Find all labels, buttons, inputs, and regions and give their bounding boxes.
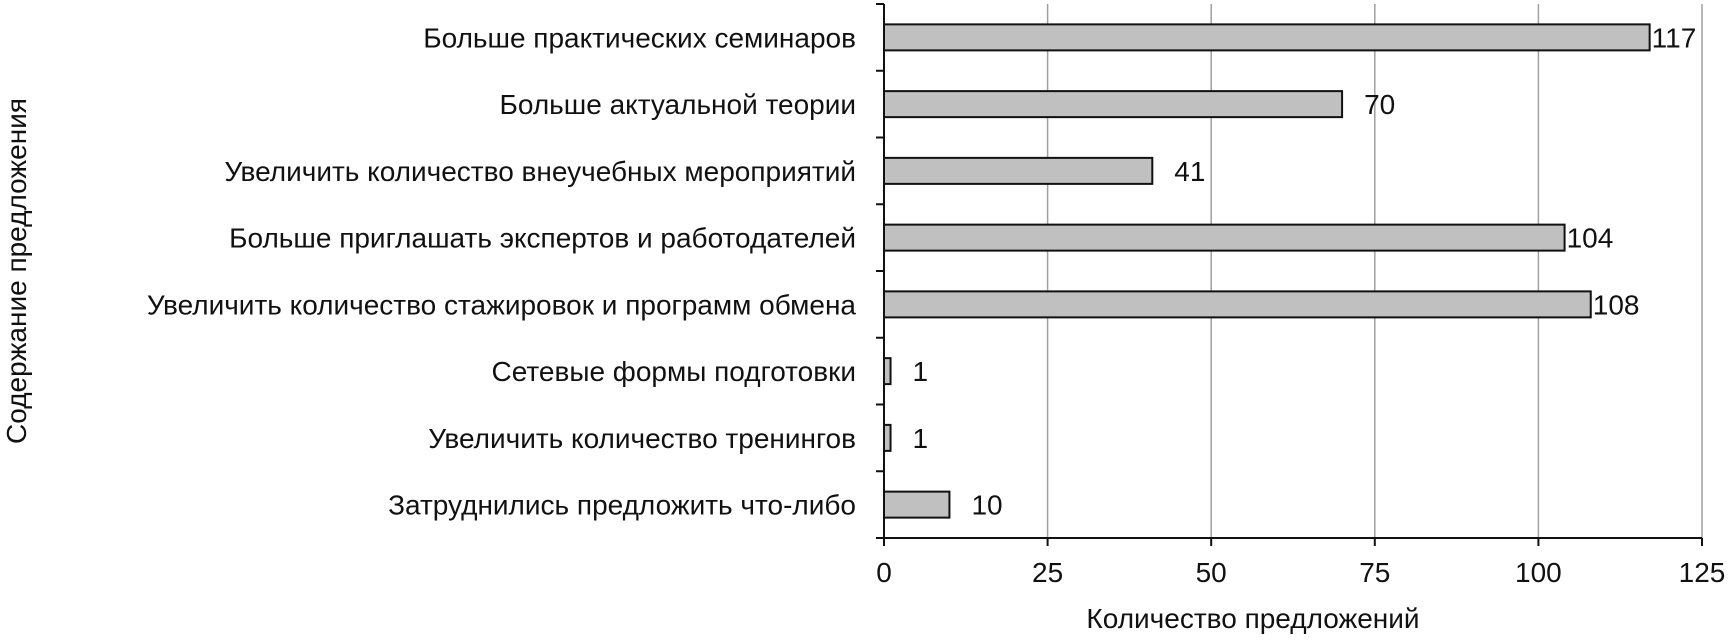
bar bbox=[883, 223, 1566, 252]
x-tick-label: 125 bbox=[1679, 557, 1726, 588]
data-label: 70 bbox=[1364, 89, 1395, 120]
bar bbox=[883, 156, 1154, 185]
data-label: 108 bbox=[1593, 289, 1640, 320]
category-label: Увеличить количество внеучебных мероприя… bbox=[224, 156, 856, 187]
data-label: 41 bbox=[1174, 156, 1205, 187]
x-tick-label: 25 bbox=[1032, 557, 1063, 588]
data-label: 1 bbox=[913, 423, 929, 454]
category-label: Увеличить количество тренингов bbox=[428, 423, 856, 454]
category-label: Больше практических семинаров bbox=[423, 22, 856, 53]
y-axis-title: Содержание предложения bbox=[1, 98, 32, 444]
bars bbox=[883, 23, 1651, 519]
category-label: Сетевые формы подготовки bbox=[492, 356, 857, 387]
data-labels: 117 70 41 104 108 1 1 10 bbox=[913, 22, 1697, 520]
bar bbox=[883, 23, 1651, 52]
category-label: Больше актуальной теории bbox=[500, 89, 857, 120]
x-tick-label: 0 bbox=[876, 557, 892, 588]
x-axis-title: Количество предложений bbox=[1086, 603, 1419, 634]
category-label: Затруднились предложить что-либо bbox=[388, 490, 856, 521]
bar bbox=[883, 90, 1344, 119]
bar bbox=[883, 290, 1592, 319]
bar bbox=[883, 490, 951, 519]
gridlines bbox=[1046, 4, 1703, 538]
x-tick-label: 75 bbox=[1359, 557, 1390, 588]
axes bbox=[876, 3, 1703, 546]
data-label: 117 bbox=[1652, 22, 1697, 53]
x-tick-label: 100 bbox=[1515, 557, 1562, 588]
category-label: Больше приглашать экспертов и работодате… bbox=[229, 223, 856, 254]
data-label: 1 bbox=[913, 356, 929, 387]
category-labels: Больше практических семинаров Больше акту… bbox=[147, 22, 857, 520]
data-label: 10 bbox=[971, 490, 1002, 521]
data-label: 104 bbox=[1567, 223, 1614, 254]
x-tick-labels: 0 25 50 75 100 125 bbox=[876, 557, 1725, 588]
x-tick-label: 50 bbox=[1196, 557, 1227, 588]
category-label: Увеличить количество стажировок и програ… bbox=[147, 289, 857, 320]
